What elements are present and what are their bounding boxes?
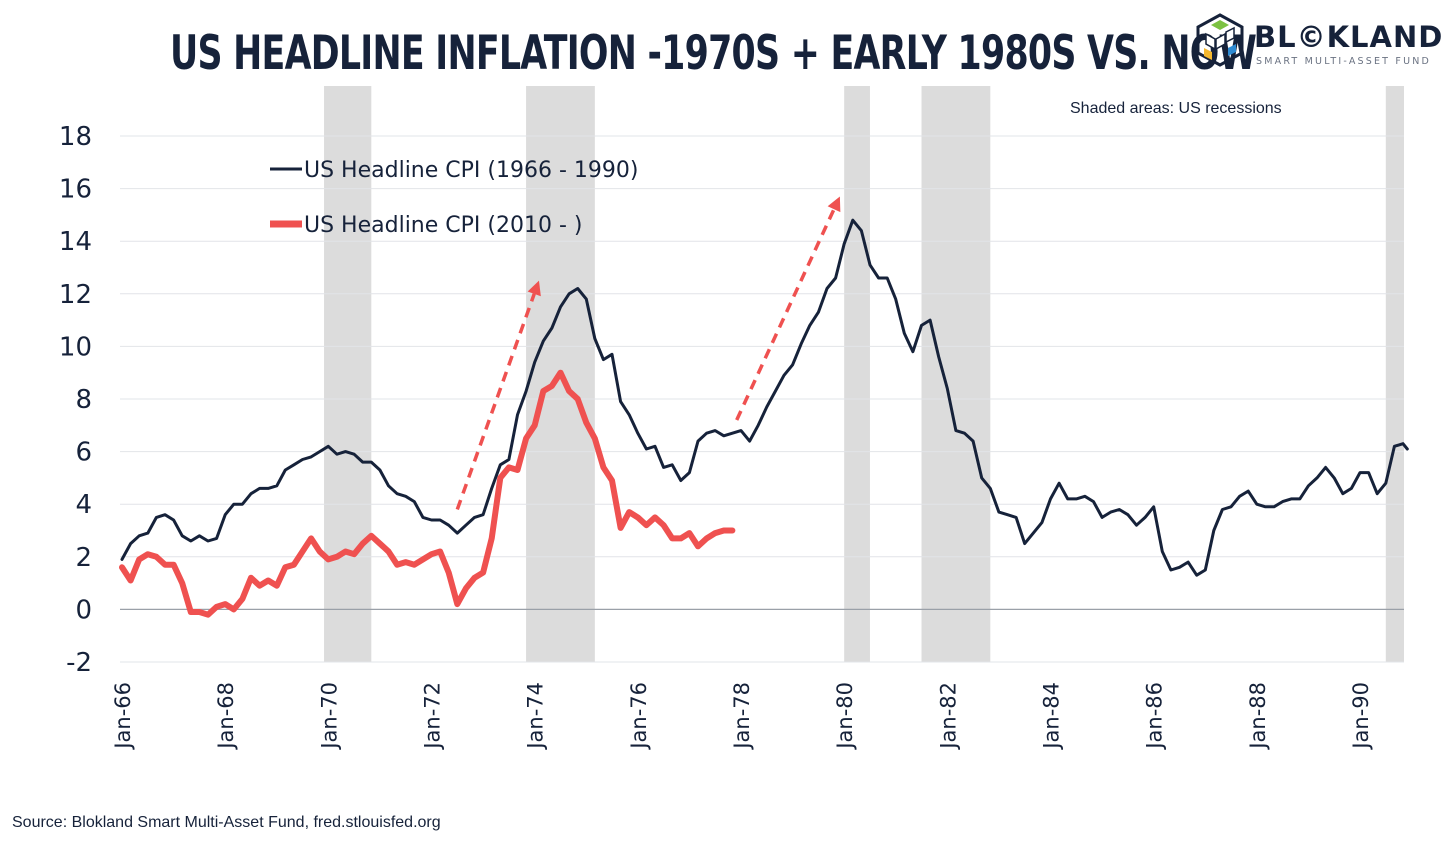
x-tick-label: Jan-68 — [214, 682, 238, 751]
x-tick-label: Jan-72 — [421, 682, 445, 751]
series-lines — [119, 218, 1409, 618]
x-axis: Jan-66 Jan-68 Jan-70 Jan-72 Jan-74 Jan-76 Jan-… — [111, 682, 1373, 751]
y-tick-label: 12 — [59, 280, 92, 310]
x-tick-label: Jan-78 — [730, 682, 754, 751]
y-tick-label: 0 — [75, 595, 92, 625]
y-axis: 18 16 14 12 10 8 6 4 2 0 -2 — [59, 122, 92, 678]
y-tick-label: 4 — [75, 490, 92, 520]
y-tick-label: 6 — [75, 438, 92, 468]
legend-label-1970s: US Headline CPI (1966 - 1990) — [304, 158, 638, 183]
y-tick-label: 18 — [59, 122, 92, 152]
y-tick-label: 14 — [59, 227, 92, 257]
series-line-0 — [120, 218, 1409, 577]
logo-tagline: SMART MULTI-ASSET FUND — [1256, 56, 1432, 67]
trend-arrow-head-0 — [527, 280, 541, 297]
y-tick-label: 2 — [75, 543, 92, 573]
recession-band-3 — [921, 86, 991, 662]
legend-label-now: US Headline CPI (2010 - ) — [304, 213, 582, 238]
trend-arrow-head-1 — [827, 196, 841, 213]
recession-band-0 — [324, 86, 372, 662]
trend-arrow-1 — [735, 208, 836, 421]
source-note: Source: Blokland Smart Multi-Asset Fund,… — [12, 814, 441, 831]
x-tick-label: Jan-76 — [627, 682, 651, 751]
cube-logo-icon — [1196, 13, 1244, 67]
x-tick-label: Jan-86 — [1143, 682, 1167, 751]
y-tick-label: 10 — [59, 332, 92, 362]
x-tick-label: Jan-82 — [936, 682, 960, 751]
recession-note: Shaded areas: US recessions — [1070, 100, 1282, 117]
x-tick-label: Jan-70 — [317, 682, 341, 751]
x-tick-label: Jan-88 — [1246, 682, 1270, 751]
series-line-1 — [119, 369, 736, 618]
trend-arrows — [455, 196, 841, 511]
brand-logo: BL©KLAND SMART MULTI-ASSET FUND — [1192, 12, 1442, 72]
x-tick-label: Jan-90 — [1349, 682, 1373, 751]
x-tick-label: Jan-80 — [833, 682, 857, 751]
recession-band-2 — [844, 86, 870, 662]
x-tick-label: Jan-66 — [111, 682, 135, 751]
grid-lines — [120, 135, 1404, 663]
y-tick-label: 8 — [75, 385, 92, 415]
logo-name: BL©KLAND — [1254, 20, 1444, 54]
y-tick-label: -2 — [66, 648, 92, 678]
trend-arrow-0 — [455, 293, 536, 511]
legend: US Headline CPI (1966 - 1990) US Headlin… — [270, 158, 638, 238]
x-tick-label: Jan-74 — [524, 682, 548, 751]
y-tick-label: 16 — [59, 175, 92, 205]
recession-band-4 — [1385, 86, 1404, 662]
x-tick-label: Jan-84 — [1040, 682, 1064, 751]
